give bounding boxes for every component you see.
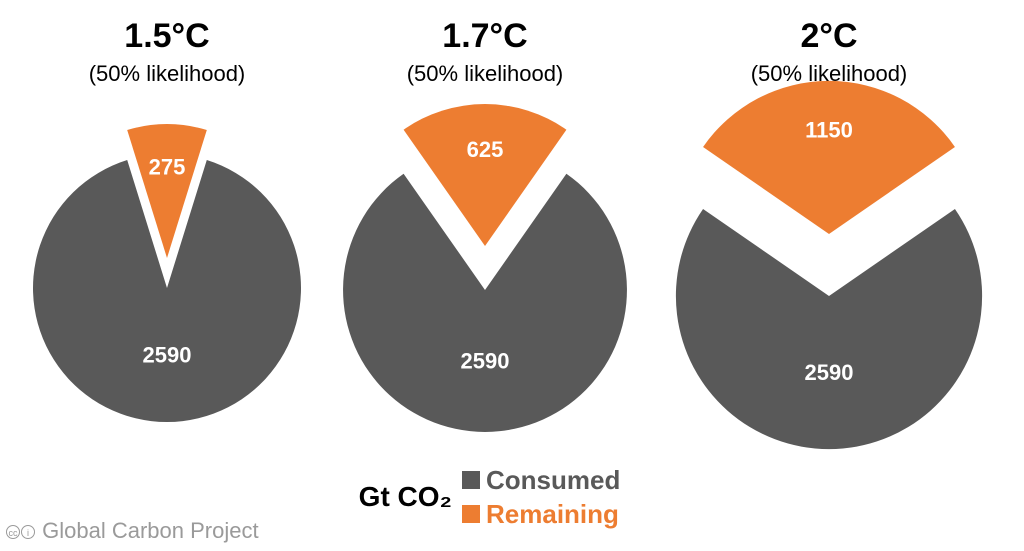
- consumed-value-label: 2590: [461, 349, 510, 374]
- consumed-slice: [675, 208, 983, 450]
- consumed-value-label: 2590: [805, 360, 854, 385]
- remaining-value-label: 1150: [805, 117, 853, 142]
- remaining-slice: [403, 104, 567, 246]
- remaining-value-label: 275: [149, 154, 186, 179]
- chart-title: 2°C: [800, 17, 857, 55]
- legend-swatch-consumed: [462, 471, 480, 489]
- legend: Gt CO₂ Consumed Remaining: [359, 465, 621, 529]
- consumed-slice: [32, 160, 301, 423]
- remaining-slice: [127, 124, 207, 259]
- credit: cc i Global Carbon Project: [6, 518, 259, 544]
- pie-chart-2: 1.7°C (50% likelihood) 625 2590: [343, 17, 627, 432]
- cc-icon: cc: [6, 525, 20, 539]
- chart-title: 1.5°C: [124, 17, 209, 55]
- legend-label-remaining: Remaining: [486, 499, 619, 529]
- legend-label-consumed: Consumed: [486, 465, 620, 495]
- chart-title: 1.7°C: [442, 17, 527, 55]
- remaining-slice: [703, 80, 955, 234]
- legend-swatch-remaining: [462, 505, 480, 523]
- consumed-slice: [343, 173, 627, 432]
- consumed-value-label: 2590: [143, 343, 192, 368]
- legend-unit: Gt CO₂: [359, 481, 452, 512]
- by-icon: i: [21, 525, 35, 539]
- remaining-value-label: 625: [467, 137, 504, 162]
- pie-chart-1: 1.5°C (50% likelihood) 275 2590: [32, 17, 301, 423]
- chart-subtitle: (50% likelihood): [89, 61, 246, 86]
- credit-text: Global Carbon Project: [42, 518, 259, 543]
- chart-subtitle: (50% likelihood): [407, 61, 564, 86]
